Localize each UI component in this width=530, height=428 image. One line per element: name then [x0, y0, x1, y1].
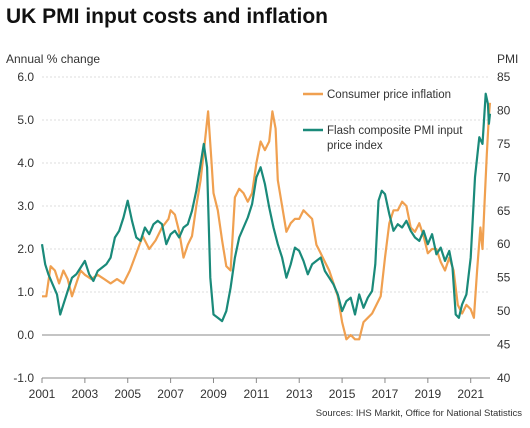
y-tick-right-5: 65 [497, 204, 511, 218]
y-tick-right-0: 40 [497, 371, 511, 385]
x-tick-4: 2009 [200, 387, 227, 401]
y-tick-left-4: 3.0 [17, 199, 34, 213]
x-tick-8: 2017 [372, 387, 399, 401]
left-axis-label: Annual % change [6, 52, 101, 66]
y-tick-right-2: 50 [497, 304, 511, 318]
y-tick-left-6: 5.0 [17, 113, 34, 127]
chart-title: UK PMI input costs and inflation [6, 5, 328, 28]
y-tick-left-0: -1.0 [13, 371, 34, 385]
x-tick-6: 2013 [286, 387, 313, 401]
right-axis-label: PMI [497, 52, 519, 66]
x-tick-10: 2021 [457, 387, 484, 401]
y-tick-right-8: 80 [497, 103, 511, 117]
x-tick-5: 2011 [243, 387, 269, 401]
legend-label-cpi: Consumer price inflation [327, 89, 451, 101]
y-tick-left-5: 4.0 [17, 156, 34, 170]
y-tick-right-1: 45 [497, 338, 511, 352]
x-tick-0: 2001 [29, 387, 56, 401]
x-tick-1: 2003 [72, 387, 99, 401]
y-tick-right-3: 55 [497, 271, 511, 285]
y-tick-left-7: 6.0 [17, 70, 34, 84]
x-tick-7: 2015 [329, 387, 356, 401]
y-tick-right-6: 70 [497, 170, 511, 184]
series-consumer-price-inflation [42, 102, 492, 341]
series-flash-composite-pmi [40, 92, 492, 323]
x-tick-2: 2005 [114, 387, 141, 401]
x-tick-3: 2007 [157, 387, 184, 401]
y-tick-left-1: 0.0 [17, 328, 34, 342]
legend-label-pmi: Flash composite PMI input price index [327, 125, 463, 152]
y-tick-left-2: 1.0 [17, 285, 34, 299]
y-tick-right-9: 85 [497, 70, 511, 84]
y-tick-left-3: 2.0 [17, 242, 34, 256]
x-tick-9: 2019 [414, 387, 441, 401]
y-tick-right-7: 75 [497, 137, 511, 151]
source-note: Sources: IHS Markit, Office for National… [315, 408, 522, 419]
y-tick-right-4: 60 [497, 237, 511, 251]
